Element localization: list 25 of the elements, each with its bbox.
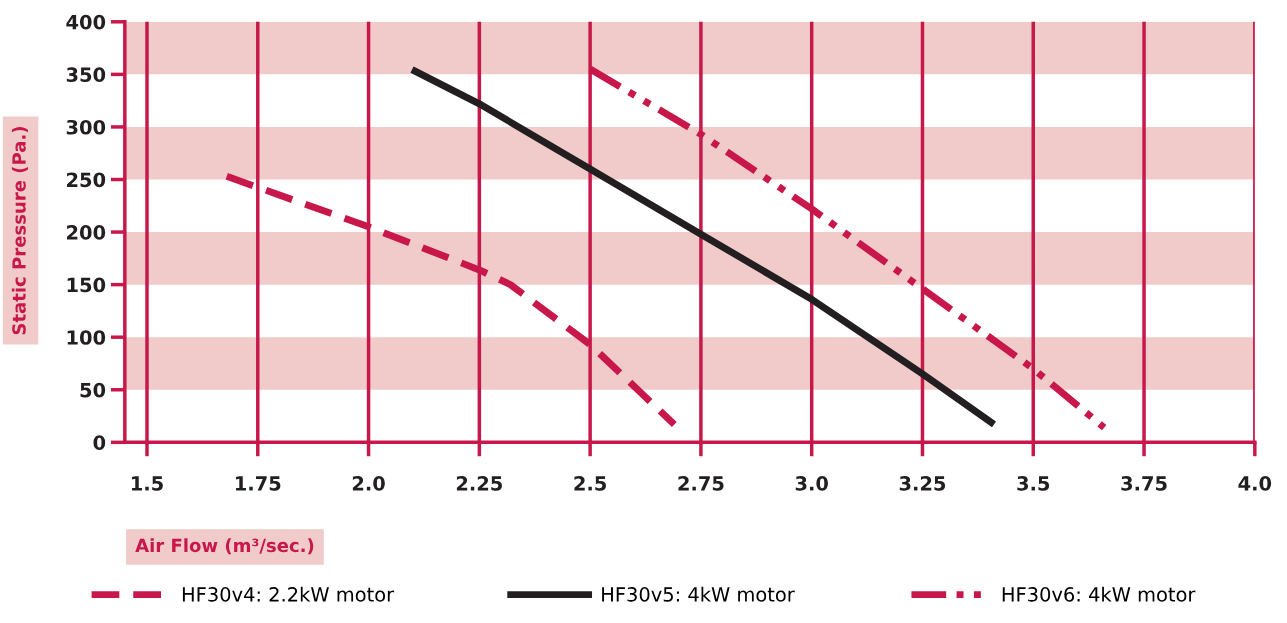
x-tick-label: 2.5	[574, 476, 606, 491]
y-axis-title: Static Pressure (Pa.)	[11, 127, 28, 335]
x-tick-label: 2.75	[678, 476, 724, 491]
x-tick-label: 3.25	[899, 476, 946, 491]
y-tick-label: 200	[67, 225, 106, 240]
x-tick-label: 4.0	[1238, 476, 1272, 491]
legend-label: HF30v6: 4kW motor	[1002, 586, 1196, 602]
y-tick-label: 250	[67, 172, 106, 188]
x-tick-label: 3.0	[795, 476, 828, 491]
y-tick-label: 350	[66, 67, 106, 83]
y-tick-label: 150	[67, 277, 106, 293]
x-tick-label: 3.5	[1017, 476, 1050, 491]
y-tick-label: 0	[93, 435, 106, 450]
x-tick-label: 1.75	[235, 476, 281, 491]
x-tick-label: 1.5	[131, 476, 163, 491]
x-tick-label: 2.0	[352, 476, 385, 491]
y-tick-label: 50	[80, 382, 106, 398]
y-tick-label: 400	[66, 14, 106, 30]
x-tick-label: 2.25	[456, 476, 502, 491]
y-tick-label: 300	[66, 119, 106, 135]
y-tick-label: 100	[67, 330, 106, 345]
x-tick-label: 3.75	[1121, 476, 1167, 491]
legend-label: HF30v4: 2.2kW motor	[182, 586, 395, 602]
legend-label: HF30v5: 4kW motor	[602, 586, 795, 602]
x-axis-title: Air Flow (m³/sec.)	[135, 538, 314, 555]
